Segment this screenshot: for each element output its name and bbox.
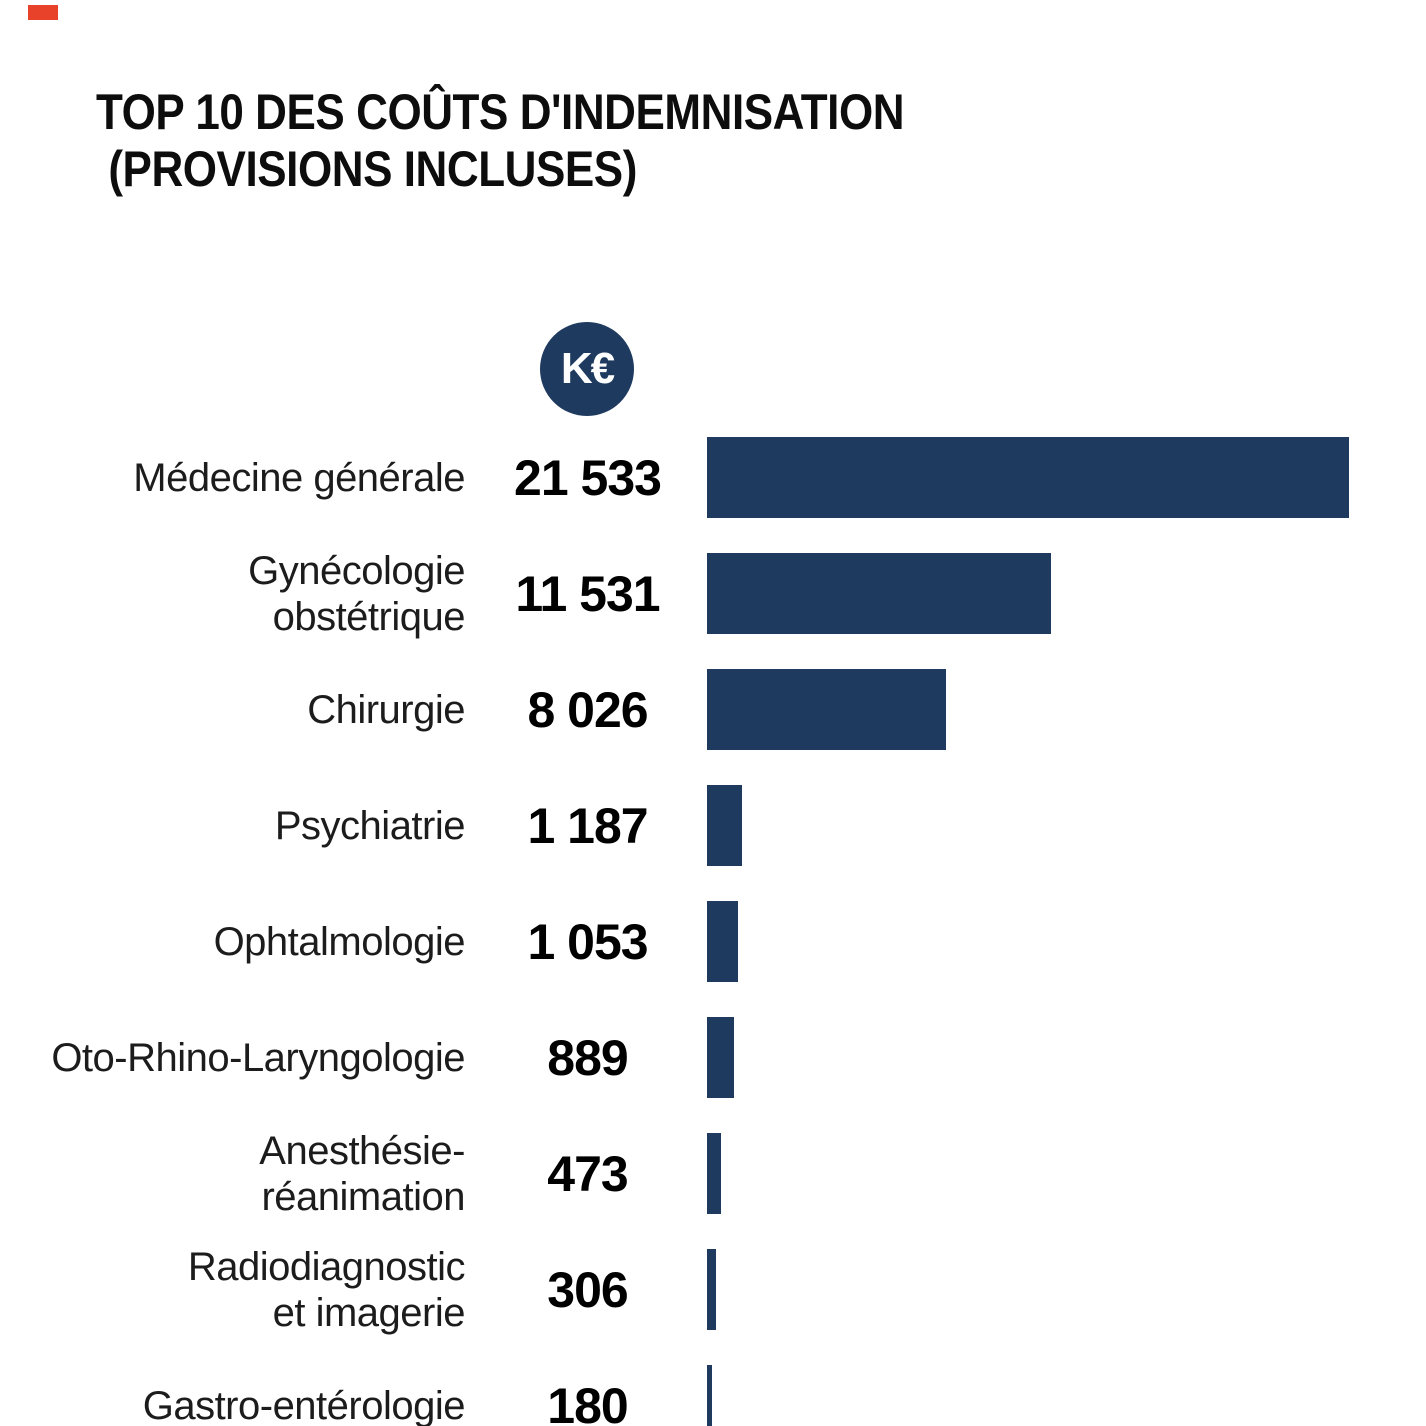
bar-row: Médecine générale 21 533 [0,420,1426,536]
value-label: 889 [547,1030,628,1086]
bar-row: Ophtalmologie 1 053 [0,884,1426,1000]
bar-row: Anesthésie- réanimation 473 [0,1116,1426,1232]
category-label: Médecine générale [133,456,465,500]
value-label: 473 [547,1146,628,1202]
category-label: Gynécologie obstétrique [248,549,465,639]
bar-row: Gastro-entérologie 180 [0,1348,1426,1426]
chart-title: TOP 10 DES COÛTS D'INDEMNISATION (PROVIS… [96,84,905,198]
category-label: Psychiatrie [274,804,466,848]
value-label: 180 [547,1378,628,1426]
bar-row: Psychiatrie 1 187 [0,768,1426,884]
unit-badge-label: K€ [560,344,615,393]
bar-row: Gynécologie obstétrique 11 531 [0,536,1426,652]
red-corner-mark [28,5,58,20]
bar [707,1365,712,1426]
bar-row: Oto-Rhino-Laryngologie 889 [0,1000,1426,1116]
value-label: 306 [547,1262,628,1318]
category-label: Anesthésie- réanimation [259,1129,465,1219]
chart-title-line1: TOP 10 DES COÛTS D'INDEMNISATION [96,84,905,140]
bar [707,785,742,866]
category-label: Gastro-entérologie [142,1384,466,1426]
chart-title-line2: (PROVISIONS INCLUSES) [108,141,637,197]
category-label: Radiodiagnostic et imagerie [187,1245,466,1335]
bar-row: Chirurgie 8 026 [0,652,1426,768]
bar [707,1249,716,1330]
category-label: Ophtalmologie [213,920,466,964]
bar [707,669,946,750]
bar [707,437,1349,518]
category-label: Chirurgie [307,688,465,732]
value-label: 21 533 [514,450,662,506]
value-label: 8 026 [527,682,648,738]
category-label: Oto-Rhino-Laryngologie [51,1036,465,1080]
value-label: 1 187 [527,798,648,854]
bar [707,1133,721,1214]
value-label: 11 531 [515,566,660,622]
bar [707,901,738,982]
value-label: 1 053 [527,914,648,970]
bar-row: Radiodiagnostic et imagerie 306 [0,1232,1426,1348]
bar [707,553,1051,634]
unit-badge: K€ [540,322,634,416]
bar [707,1017,734,1098]
